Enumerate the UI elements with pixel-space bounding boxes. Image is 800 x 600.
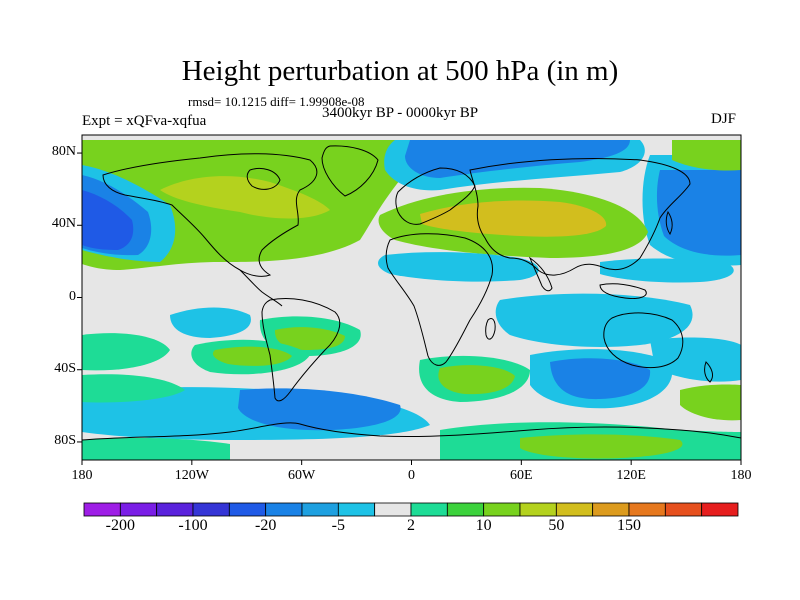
y-tick-label: 80S xyxy=(54,432,76,448)
tropic-weak-neg-east xyxy=(600,258,734,283)
y-tick-label: 40N xyxy=(51,216,76,232)
indian-weak-neg xyxy=(495,293,693,347)
colorbar-label: -200 xyxy=(105,517,135,534)
colorbar-box-8 xyxy=(374,502,412,517)
x-tick-label: 120E xyxy=(616,468,646,483)
india-weak-neg xyxy=(378,252,539,282)
ne-pac-pos xyxy=(672,140,741,171)
sam-pos xyxy=(274,327,345,350)
canada-strong-pos xyxy=(160,176,330,219)
coast-south-america xyxy=(261,298,341,402)
colorbar-box-10 xyxy=(446,502,485,517)
y-tick-label: 40S xyxy=(54,360,76,376)
x-tick-label: 0 xyxy=(408,468,415,483)
colorbar-box-5 xyxy=(265,502,303,517)
axis-ticks xyxy=(77,152,742,465)
x-tick-label: 60W xyxy=(288,468,316,483)
tropic-weak-neg-sw xyxy=(170,307,251,338)
coast-japan xyxy=(665,210,673,235)
figure-title: Height perturbation at 500 hPa (in m) xyxy=(181,55,619,87)
coast-europe xyxy=(395,167,476,225)
coastlines xyxy=(82,145,741,441)
satl-pos xyxy=(438,365,515,395)
coast-greenland xyxy=(321,145,379,197)
colorbar-box-12 xyxy=(519,502,557,517)
colorbar-box-1 xyxy=(119,502,158,517)
colorbar-box-16 xyxy=(664,502,703,517)
colorbar-label: 10 xyxy=(475,517,492,534)
y-tick-label: 0 xyxy=(69,288,76,304)
colorbar-label: -100 xyxy=(178,517,208,534)
coast-new-zealand xyxy=(704,361,714,383)
samocean-neg xyxy=(238,388,401,431)
colorbar-label: 150 xyxy=(617,517,641,534)
colorbar-box-6 xyxy=(301,502,339,517)
colorbar-box-15 xyxy=(628,502,666,517)
colorbar-label: 50 xyxy=(548,517,565,534)
colorbar-box-9 xyxy=(410,502,448,517)
spac-south-weak-pos xyxy=(82,374,185,403)
x-tick-label: 180 xyxy=(730,468,752,483)
colorbar-box-2 xyxy=(156,502,194,517)
coast-north-america xyxy=(102,153,318,277)
coast-asia xyxy=(469,157,691,276)
ant-west-pos xyxy=(82,437,230,460)
x-tick-label: 180 xyxy=(71,468,93,483)
colorbar-box-13 xyxy=(555,502,594,517)
se-pac-pos xyxy=(680,384,741,421)
coast-central-america xyxy=(239,269,283,307)
eurasia-max-pos xyxy=(420,200,607,237)
colorbar-box-0 xyxy=(83,502,121,517)
y-tick-label: 80N xyxy=(51,144,76,160)
season-label: DJF xyxy=(711,111,737,127)
contour-field xyxy=(82,135,741,460)
indian-south-neg xyxy=(550,358,651,400)
pac-strong-neg-west xyxy=(82,190,134,250)
colorbar-box-3 xyxy=(192,502,230,517)
colorbar-box-11 xyxy=(483,502,521,517)
colorbar-box-4 xyxy=(228,502,267,517)
colorbar xyxy=(83,502,739,517)
coast-australia xyxy=(603,312,684,369)
stats-text: rmsd= 10.1215 diff= 1.99908e-08 xyxy=(188,94,365,109)
experiment-label: Expt = xQFva-xqfua xyxy=(82,113,207,129)
sam-south-pos xyxy=(212,346,292,366)
colorbar-label: -5 xyxy=(331,517,345,534)
pac-neg-east xyxy=(656,170,741,256)
coast-hudson-bay xyxy=(246,167,281,190)
colorbar-box-14 xyxy=(592,502,630,517)
ant-pos xyxy=(520,434,683,459)
colorbar-box-7 xyxy=(337,502,376,517)
coast-antarctica xyxy=(82,422,741,441)
colorbar-box-17 xyxy=(701,502,739,517)
atlantic-neg xyxy=(405,140,630,178)
period-label: 3400kyr BP - 0000kyr BP xyxy=(322,105,479,121)
coast-africa xyxy=(385,233,494,366)
colorbar-label: -20 xyxy=(254,517,277,534)
x-tick-label: 120W xyxy=(174,468,209,483)
coast-madagascar xyxy=(485,317,496,340)
colorbar-label: 2 xyxy=(407,517,415,534)
coast-se-asia-islands xyxy=(599,283,647,299)
spac-weak-pos xyxy=(82,333,170,371)
coast-india xyxy=(528,256,553,292)
aus-weak-neg xyxy=(650,337,741,382)
x-tick-label: 60E xyxy=(510,468,533,483)
